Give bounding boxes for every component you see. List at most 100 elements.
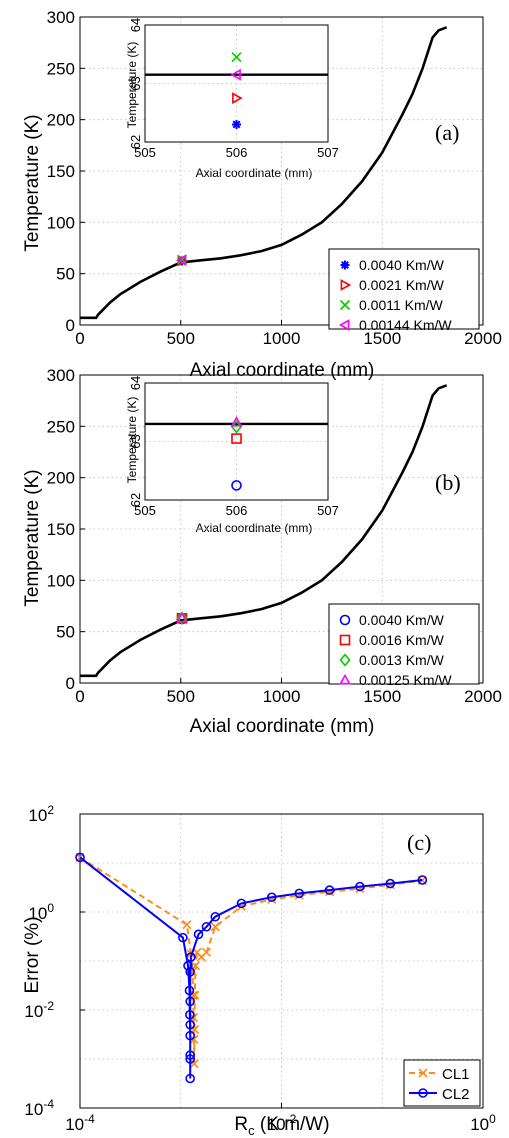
panel-b-legend-label-3: 0.00125 Km/W xyxy=(359,672,452,688)
panel-c-point-CL2-11-shape xyxy=(185,967,195,977)
panel-b-xtick-label-1: 500 xyxy=(167,687,195,706)
panel-b-legend-label-2: 0.0013 Km/W xyxy=(359,652,445,668)
panel-b-xlabel: Axial coordinate (mm) xyxy=(190,716,375,737)
panel-a-xlabel: Axial coordinate (mm) xyxy=(190,360,375,381)
panel-b-inset-ylabel: Temperature (K) xyxy=(125,397,139,484)
panel-c-point-CL2-6-shape xyxy=(185,1054,195,1064)
panel-c-point-CL2-5 xyxy=(185,1030,195,1041)
panel-c-point-CL1-1 xyxy=(182,920,192,930)
panel-a-xtick-label-1: 500 xyxy=(167,329,195,348)
panel-b-legend-marker-1-shape xyxy=(339,634,351,646)
panel-c-point-CL2-15-shape xyxy=(210,911,221,922)
panel-a-inset-ytick-label-2: 64 xyxy=(128,18,143,32)
panel-a-legend-marker-0-shape xyxy=(340,260,350,270)
panel-c-point-CL2-14-shape xyxy=(201,921,212,932)
panel-a-inset-marker-3-shape xyxy=(230,68,241,81)
panel-b-inset-xtick-label-2: 507 xyxy=(317,503,339,518)
panel-c-legend-label-1: CL2 xyxy=(442,1086,470,1103)
panel-c-legend-marker-1-shape xyxy=(418,1088,428,1098)
panel-a-inset-marker-0 xyxy=(232,119,241,129)
panel-c-point-CL2-2-shape xyxy=(183,960,193,971)
panel-c-legend-marker-1 xyxy=(418,1088,428,1098)
panel-c-ytick-label-1: 10-2 xyxy=(24,999,54,1021)
panel-c-point-CL2-7-shape xyxy=(185,1073,195,1084)
panel-a-inset-marker-2 xyxy=(231,52,242,63)
panel-b-ytick-label-3: 150 xyxy=(47,520,75,539)
panel-c-ytick-label-3: 102 xyxy=(28,803,54,825)
panel-c-point-CL2-0-shape xyxy=(75,852,85,863)
panel-c-point-CL1-7-shape xyxy=(189,1059,199,1069)
panel-a-inset-marker-1-shape xyxy=(232,92,243,104)
panel-a-inset: 505 506 507 62 63 64 xyxy=(128,18,339,160)
panel-b-legend-marker-2 xyxy=(339,653,351,667)
panel-a-ytick-label-2: 100 xyxy=(47,213,75,232)
panel-a-inset-xtick-label-1: 506 xyxy=(226,145,248,160)
panel-a-legend-label-1: 0.0021 Km/W xyxy=(359,277,445,293)
panel-c-ytick-label-2: 100 xyxy=(28,901,54,923)
panel-c-point-CL1-14-shape xyxy=(210,922,220,932)
panel-b-inset-ytick-label-0: 62 xyxy=(128,493,143,507)
panel-c-line-CL2 xyxy=(79,856,423,1079)
panel-b-ytick-label-0: 0 xyxy=(66,674,75,693)
panel-b-ytick-label-2: 100 xyxy=(47,571,75,590)
panel-c-point-CL2-21 xyxy=(385,878,396,889)
panel-b-legend-marker-2-shape xyxy=(339,653,351,667)
panel-c-point-CL2-4-shape xyxy=(185,1009,195,1020)
panel-a: (a) Axial coordinate (mm) Temperature (K… xyxy=(22,42,459,381)
panel-b-inset-xtick-label-0: 505 xyxy=(134,503,156,518)
panel-b-ytick-label-1: 50 xyxy=(56,623,75,642)
panel-b-plot: 0 500 1000 1500 2000 0 50 100 150 200 250 300 505 506… xyxy=(47,366,502,706)
panel-a-legend-marker-3 xyxy=(338,319,350,331)
panel-a-legend-marker-3-shape xyxy=(338,319,350,331)
panel-a-marker-3-shape xyxy=(175,254,187,267)
panel-a-inset-frame xyxy=(144,24,329,143)
panel-c-point-CL2-10 xyxy=(185,996,195,1007)
panel-b-inset-frame xyxy=(144,382,329,501)
panel-c-point-CL2-8-shape xyxy=(185,1050,195,1060)
panel-a-legend-marker-1 xyxy=(340,279,352,291)
panel-c-point-CL2-1-shape xyxy=(178,932,188,943)
panel-a-inset-xtick-label-2: 507 xyxy=(317,145,339,160)
panel-b-marker-3 xyxy=(176,611,188,623)
panel-b-inset-xtick-label-1: 506 xyxy=(226,503,248,518)
panel-c-series-CL2 xyxy=(75,852,428,1084)
panel-a-inset-marker-3 xyxy=(230,68,241,81)
panel-c-point-CL2-4 xyxy=(185,1009,195,1020)
panel-a-inset-xlabel: Axial coordinate (mm) xyxy=(196,166,313,180)
panel-c-legend-label-0: CL1 xyxy=(442,1066,470,1083)
panel-b-inset-marker-0 xyxy=(231,480,242,491)
panel-c-point-CL2-6 xyxy=(185,1054,195,1064)
panel-c-point-CL2-22-shape xyxy=(417,875,428,885)
panel-a-legend-box xyxy=(328,248,480,330)
panel-b-inset-marker-3-shape xyxy=(230,416,243,427)
panel-c-point-CL2-20 xyxy=(355,881,365,892)
panel-c-point-CL2-3-shape xyxy=(184,985,195,996)
panel-c-point-CL2-18 xyxy=(294,888,305,899)
panel-c-legend-box xyxy=(403,1059,481,1107)
panel-b-xtick-label-4: 2000 xyxy=(464,687,502,706)
panel-a-ytick-label-1: 50 xyxy=(56,265,75,284)
panel-b-inset-marker-1-shape xyxy=(231,433,242,444)
panel-c-point-CL2-17 xyxy=(266,892,277,903)
panel-a-ylabel: Temperature (K) xyxy=(22,114,43,251)
panel-c-point-CL2-19-shape xyxy=(324,885,335,895)
panel-a-label: (a) xyxy=(435,120,459,145)
panel-c-point-CL2-16-shape xyxy=(236,898,247,909)
panel-a-marker-3 xyxy=(175,254,187,267)
panel-a-xtick-label-4: 2000 xyxy=(464,329,502,348)
panel-b-legend: 0.0040 Km/W 0.0016 Km/W 0.0013 Km/W 0.00125… xyxy=(328,603,480,688)
panel-c-xtick-label-0: 10-4 xyxy=(65,1112,95,1134)
panel-c-point-CL2-5-shape xyxy=(185,1030,195,1041)
panel-a-legend-label-0: 0.0040 Km/W xyxy=(359,257,445,273)
panel-b-inset-xlabel: Axial coordinate (mm) xyxy=(196,521,313,535)
panel-b-ylabel: Temperature (K) xyxy=(22,469,43,606)
panel-a-inset-marker-1 xyxy=(232,92,243,104)
panel-c-point-CL1-6-shape xyxy=(189,1034,199,1045)
panel-b-legend-marker-1 xyxy=(339,634,351,646)
panel-b-ytick-label-5: 250 xyxy=(47,417,75,436)
panel-b-marker-3-shape xyxy=(176,611,188,623)
panel-c-legend-marker-0 xyxy=(418,1068,428,1078)
panel-a-legend-label-2: 0.0011 Km/W xyxy=(359,297,444,313)
panel-b-inset-ytick-label-2: 64 xyxy=(128,376,143,390)
